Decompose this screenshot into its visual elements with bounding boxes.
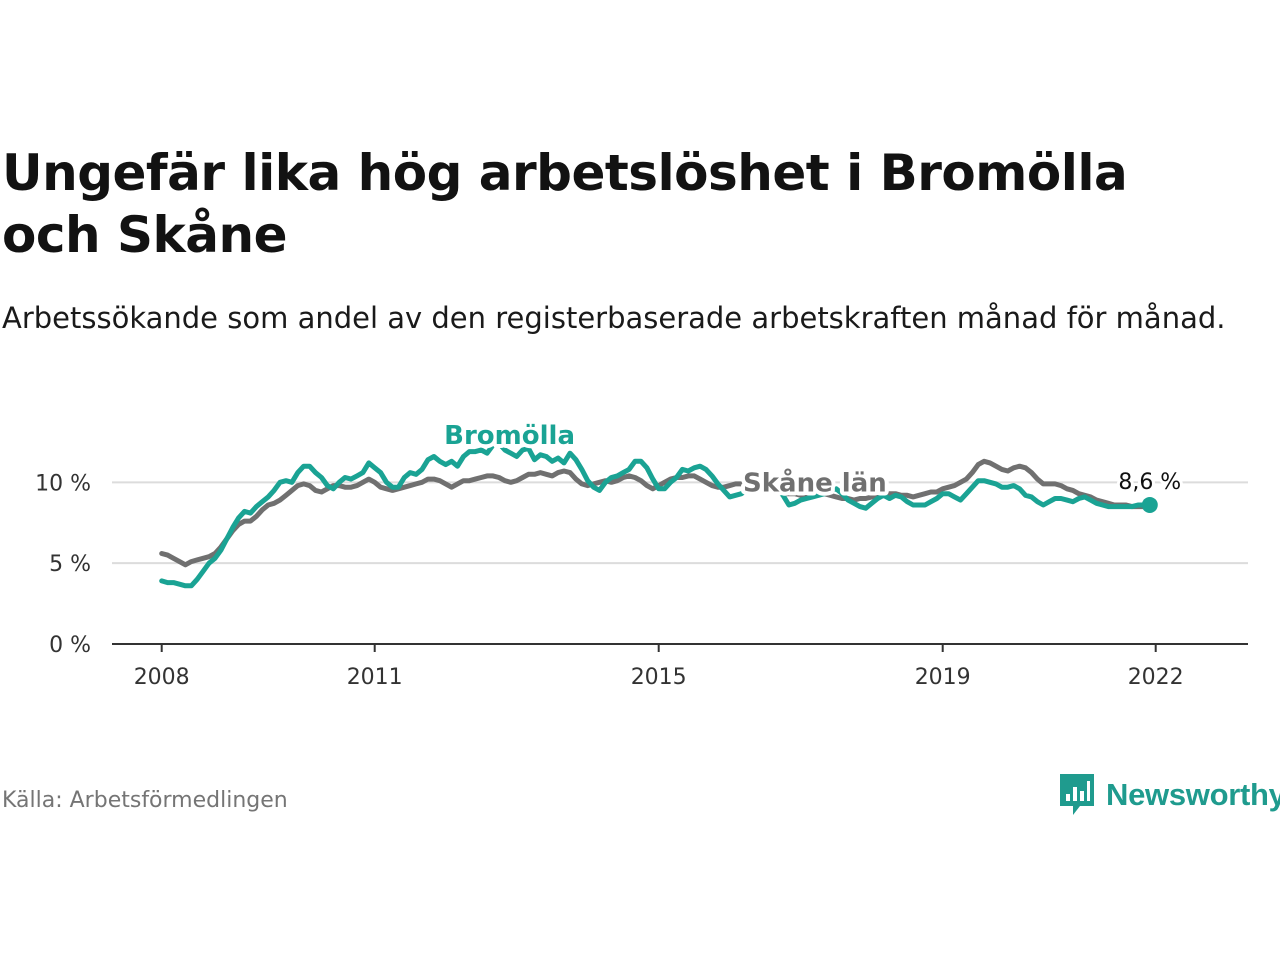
y-tick-label: 0 %: [49, 633, 91, 658]
axes: 0 % 5 % 10 % 2008 2011 2015 2019 2022: [35, 471, 1248, 690]
series-label-bromolla: Bromölla: [444, 421, 575, 451]
end-value-label: 8,6 %: [1118, 470, 1181, 495]
chart-subtitle: Arbetssökande som andel av den registerb…: [2, 301, 1226, 335]
end-point-marker: [1141, 496, 1158, 513]
bar-chart-bubble-icon: [1060, 774, 1094, 815]
chart-title: Ungefär lika hög arbetslöshet i Bromölla…: [2, 144, 1128, 264]
series-labels: Bromölla Skåne län 8,6 %: [440, 417, 1184, 513]
series-lines: [159, 441, 1153, 589]
x-tick-label: 2019: [915, 665, 971, 690]
series-label-skane: Skåne län: [743, 467, 887, 499]
y-tick-label: 10 %: [35, 471, 91, 496]
x-tick-label: 2008: [134, 665, 190, 690]
brand-name: Newsworthy: [1106, 777, 1280, 812]
source-note: Källa: Arbetsförmedlingen: [2, 788, 288, 813]
newsworthy-logo[interactable]: Newsworthy: [1058, 772, 1280, 818]
series-line-bromolla: [159, 441, 1153, 589]
x-tick-label: 2011: [347, 665, 403, 690]
series-line-skane: [159, 458, 1153, 568]
x-tick-label: 2022: [1128, 665, 1184, 690]
line-chart: 0 % 5 % 10 % 2008 2011 2015 2019 2022 Bromölla S…: [35, 417, 1248, 690]
y-tick-label: 5 %: [49, 552, 91, 577]
x-tick-label: 2015: [631, 665, 687, 690]
